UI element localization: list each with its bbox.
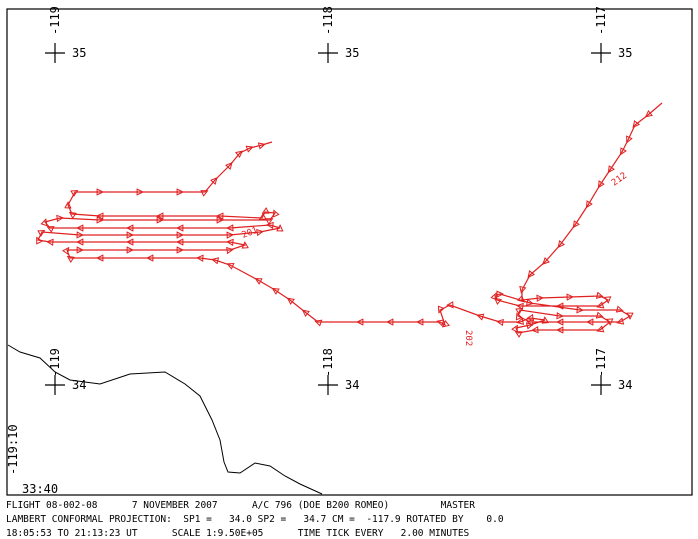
lat-label: 35: [72, 46, 86, 60]
grid-labels: -119 -118 -117 -119 -118 -117 35 35 35 3…: [6, 6, 632, 496]
coastline: [7, 344, 323, 495]
track-label: 202: [463, 330, 473, 346]
footer-line: FLIGHT 08-002-08 7 NOVEMBER 2007 A/C 796…: [6, 500, 475, 511]
lon-label: -117: [594, 6, 608, 35]
lon-label: -118: [321, 348, 335, 377]
footer-line: 18:05:53 TO 21:13:23 UT SCALE 1:9.50E+05…: [6, 528, 470, 539]
grid-crosses: [45, 43, 611, 395]
corner-latitude: 33:40: [22, 482, 58, 496]
lat-label: 34: [345, 378, 359, 392]
track-labels: 201 202 212: [241, 171, 629, 346]
corner-longitude: -119:10: [6, 424, 20, 475]
lat-label: 34: [618, 378, 632, 392]
footer: FLIGHT 08-002-08 7 NOVEMBER 2007 A/C 796…: [6, 500, 504, 539]
lon-label: -117: [594, 348, 608, 377]
track-label: 201: [241, 226, 260, 241]
lon-label: -118: [321, 6, 335, 35]
map-frame: [6, 8, 693, 496]
footer-line: LAMBERT CONFORMAL PROJECTION: SP1 = 34.0…: [6, 514, 504, 525]
lon-label: -119: [48, 348, 62, 377]
track-label: 212: [610, 171, 629, 189]
lat-label: 35: [345, 46, 359, 60]
lon-label: -119: [48, 6, 62, 35]
lat-label: 35: [618, 46, 632, 60]
flight-track: [38, 102, 663, 333]
